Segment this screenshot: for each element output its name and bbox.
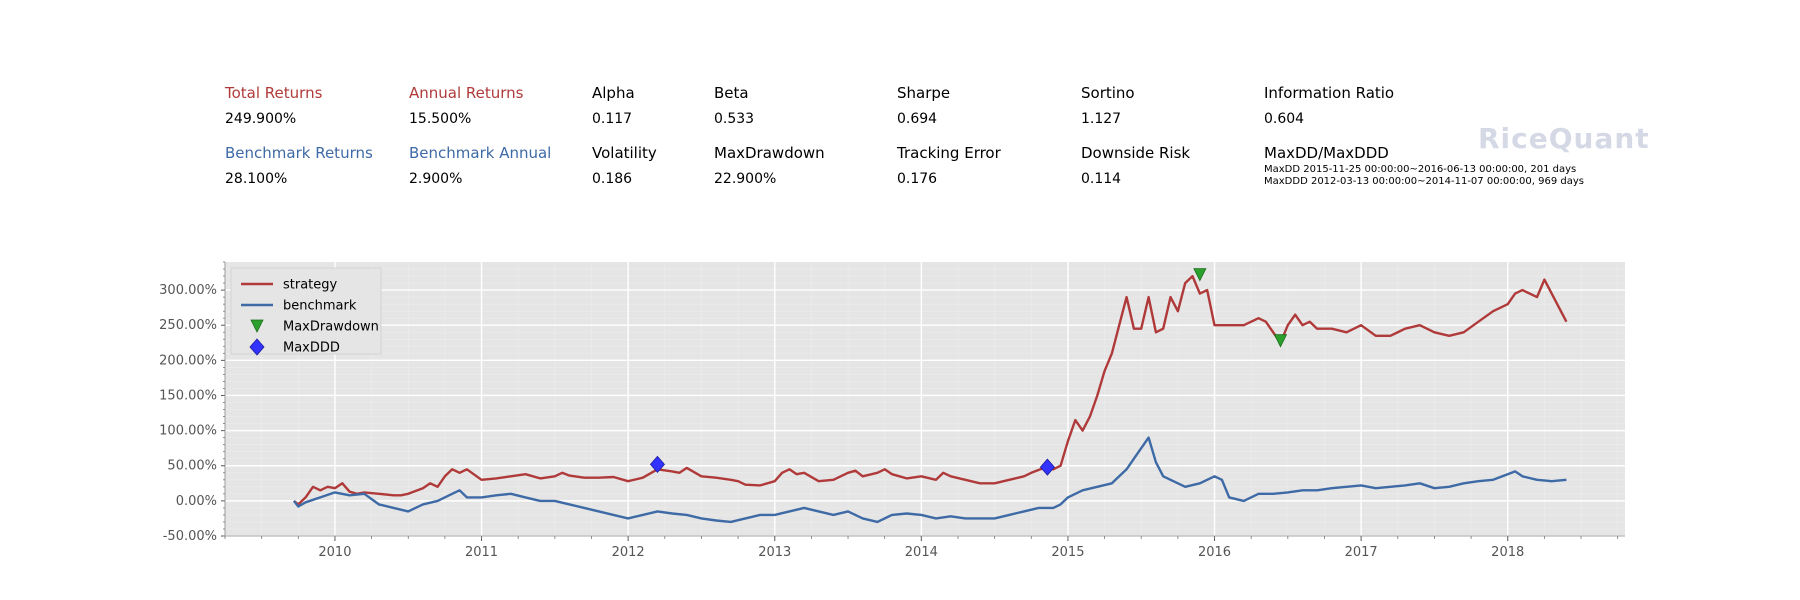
legend-swatch-maxdrawdown <box>250 319 264 333</box>
metric-label-information-ratio: Information Ratio <box>1264 84 1395 102</box>
maxdrawdown-marker <box>1193 268 1207 282</box>
metric-value-total-returns: 249.900% <box>225 111 297 127</box>
plot-area <box>225 262 1625 536</box>
legend-label-strategy: strategy <box>283 278 338 293</box>
metric-label-maxdrawdown: MaxDrawdown <box>714 144 825 162</box>
metric-value-volatility: 0.186 <box>592 171 633 187</box>
y-tick-label: 200.00% <box>159 353 217 368</box>
metric-value-annual-returns: 15.500% <box>409 111 472 127</box>
maxdrawdown-marker <box>1273 334 1288 348</box>
y-tick-label: 100.00% <box>159 424 217 439</box>
metric-label-benchmark-annual: Benchmark Annual <box>409 144 552 162</box>
y-tick-label: 50.00% <box>167 459 217 474</box>
metric-label-tracking-error: Tracking Error <box>897 144 1001 162</box>
y-tick-label: 0.00% <box>176 494 217 509</box>
legend-label-maxddd: MaxDDD <box>283 341 340 356</box>
series-line-benchmark <box>292 436 1567 524</box>
metric-value-tracking-error: 0.176 <box>897 171 938 187</box>
x-tick-label: 2014 <box>905 545 938 560</box>
legend-label-benchmark: benchmark <box>283 299 357 314</box>
y-tick-label: 300.00% <box>159 283 217 298</box>
legend-label-maxdrawdown: MaxDrawdown <box>283 320 379 335</box>
x-tick-label: 2013 <box>758 545 791 560</box>
metric-value-downside-risk: 0.114 <box>1081 171 1122 187</box>
x-tick-label: 2011 <box>465 545 498 560</box>
metric-label-total-returns: Total Returns <box>225 84 323 102</box>
metric-value-benchmark-annual: 2.900% <box>409 171 463 187</box>
ricequant-watermark: RiceQuant <box>1478 122 1650 155</box>
maxddd-detail: MaxDDD 2012-03-13 00:00:00~2014-11-07 00… <box>1264 176 1584 187</box>
metric-value-maxdrawdown: 22.900% <box>714 171 777 187</box>
y-tick-label: -50.00% <box>163 529 217 544</box>
y-tick-label: 250.00% <box>159 318 217 333</box>
metric-label-beta: Beta <box>714 84 749 102</box>
metric-value-information-ratio: 0.604 <box>1264 111 1305 127</box>
x-tick-label: 2010 <box>318 545 351 560</box>
metric-value-sharpe: 0.694 <box>897 111 938 127</box>
x-tick-label: 2015 <box>1051 545 1084 560</box>
series-line-strategy <box>293 274 1568 506</box>
metric-value-sortino: 1.127 <box>1081 111 1122 127</box>
metric-value-benchmark-returns: 28.100% <box>225 171 288 187</box>
legend-swatch-maxddd <box>249 338 265 356</box>
x-tick-label: 2018 <box>1491 545 1524 560</box>
metric-label-maxdd-maxddd: MaxDD/MaxDDD <box>1264 144 1389 162</box>
x-tick-label: 2017 <box>1345 545 1378 560</box>
maxdd-detail: MaxDD 2015-11-25 00:00:00~2016-06-13 00:… <box>1264 164 1577 175</box>
maxddd-marker <box>1039 458 1055 476</box>
metric-label-benchmark-returns: Benchmark Returns <box>225 144 373 162</box>
maxddd-marker <box>649 455 665 473</box>
y-tick-label: 150.00% <box>159 388 217 403</box>
metric-label-volatility: Volatility <box>592 144 657 162</box>
metric-label-sharpe: Sharpe <box>897 84 951 102</box>
x-tick-label: 2016 <box>1198 545 1231 560</box>
metric-label-sortino: Sortino <box>1081 84 1135 102</box>
metric-label-annual-returns: Annual Returns <box>409 84 524 102</box>
metric-label-downside-risk: Downside Risk <box>1081 144 1191 162</box>
metric-value-alpha: 0.117 <box>592 111 633 127</box>
metric-value-beta: 0.533 <box>714 111 755 127</box>
x-tick-label: 2012 <box>612 545 645 560</box>
metric-label-alpha: Alpha <box>592 84 635 102</box>
